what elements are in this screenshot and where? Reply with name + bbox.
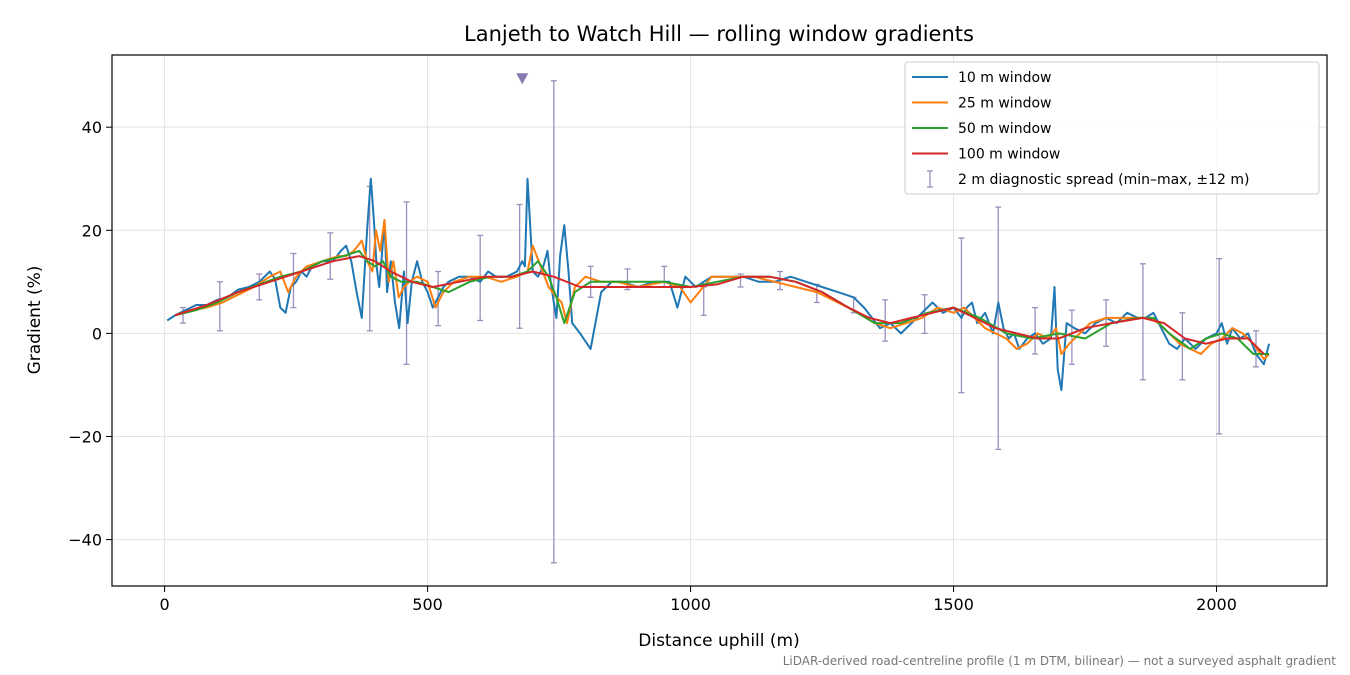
y-tick-label: −40 <box>68 531 102 550</box>
legend-label: 25 m window <box>958 96 1051 112</box>
y-tick-label: 20 <box>82 221 102 240</box>
clipped-marker <box>516 73 529 85</box>
series-line <box>174 249 1270 355</box>
series-line <box>174 255 1265 355</box>
x-tick-label: 0 <box>160 595 170 614</box>
legend: 10 m window 25 m window 50 m window 100 m w… <box>904 61 1320 195</box>
series-line <box>174 219 1270 361</box>
legend-label: 10 m window <box>958 70 1051 86</box>
x-tick-label: 500 <box>412 595 443 614</box>
legend-label: 100 m window <box>958 147 1060 163</box>
x-axis-label: Distance uphill (m) <box>638 631 799 651</box>
x-tick-label: 1000 <box>670 595 711 614</box>
plot-frame <box>111 54 1328 587</box>
x-tick-label: 1500 <box>933 595 974 614</box>
footnote: LiDAR-derived road-centreline profile (1… <box>783 654 1337 668</box>
y-tick-label: 40 <box>82 118 102 137</box>
diagnostic-spread-errorbars <box>180 73 1259 564</box>
series-lines <box>166 177 1271 392</box>
chart-title: Lanjeth to Watch Hill — rolling window g… <box>464 22 974 46</box>
y-tick-label: −20 <box>68 427 102 446</box>
y-tick-label: 0 <box>92 324 102 343</box>
y-axis-label: Gradient (%) <box>25 266 45 375</box>
x-axis-ticks: 0 500 1000 1500 2000 <box>160 586 1237 614</box>
legend-box <box>904 61 1320 195</box>
legend-label: 2 m diagnostic spread (min–max, ±12 m) <box>958 172 1249 188</box>
legend-label: 50 m window <box>958 121 1051 137</box>
x-tick-label: 2000 <box>1196 595 1237 614</box>
y-axis-ticks: −40 −20 0 20 40 <box>68 118 112 550</box>
